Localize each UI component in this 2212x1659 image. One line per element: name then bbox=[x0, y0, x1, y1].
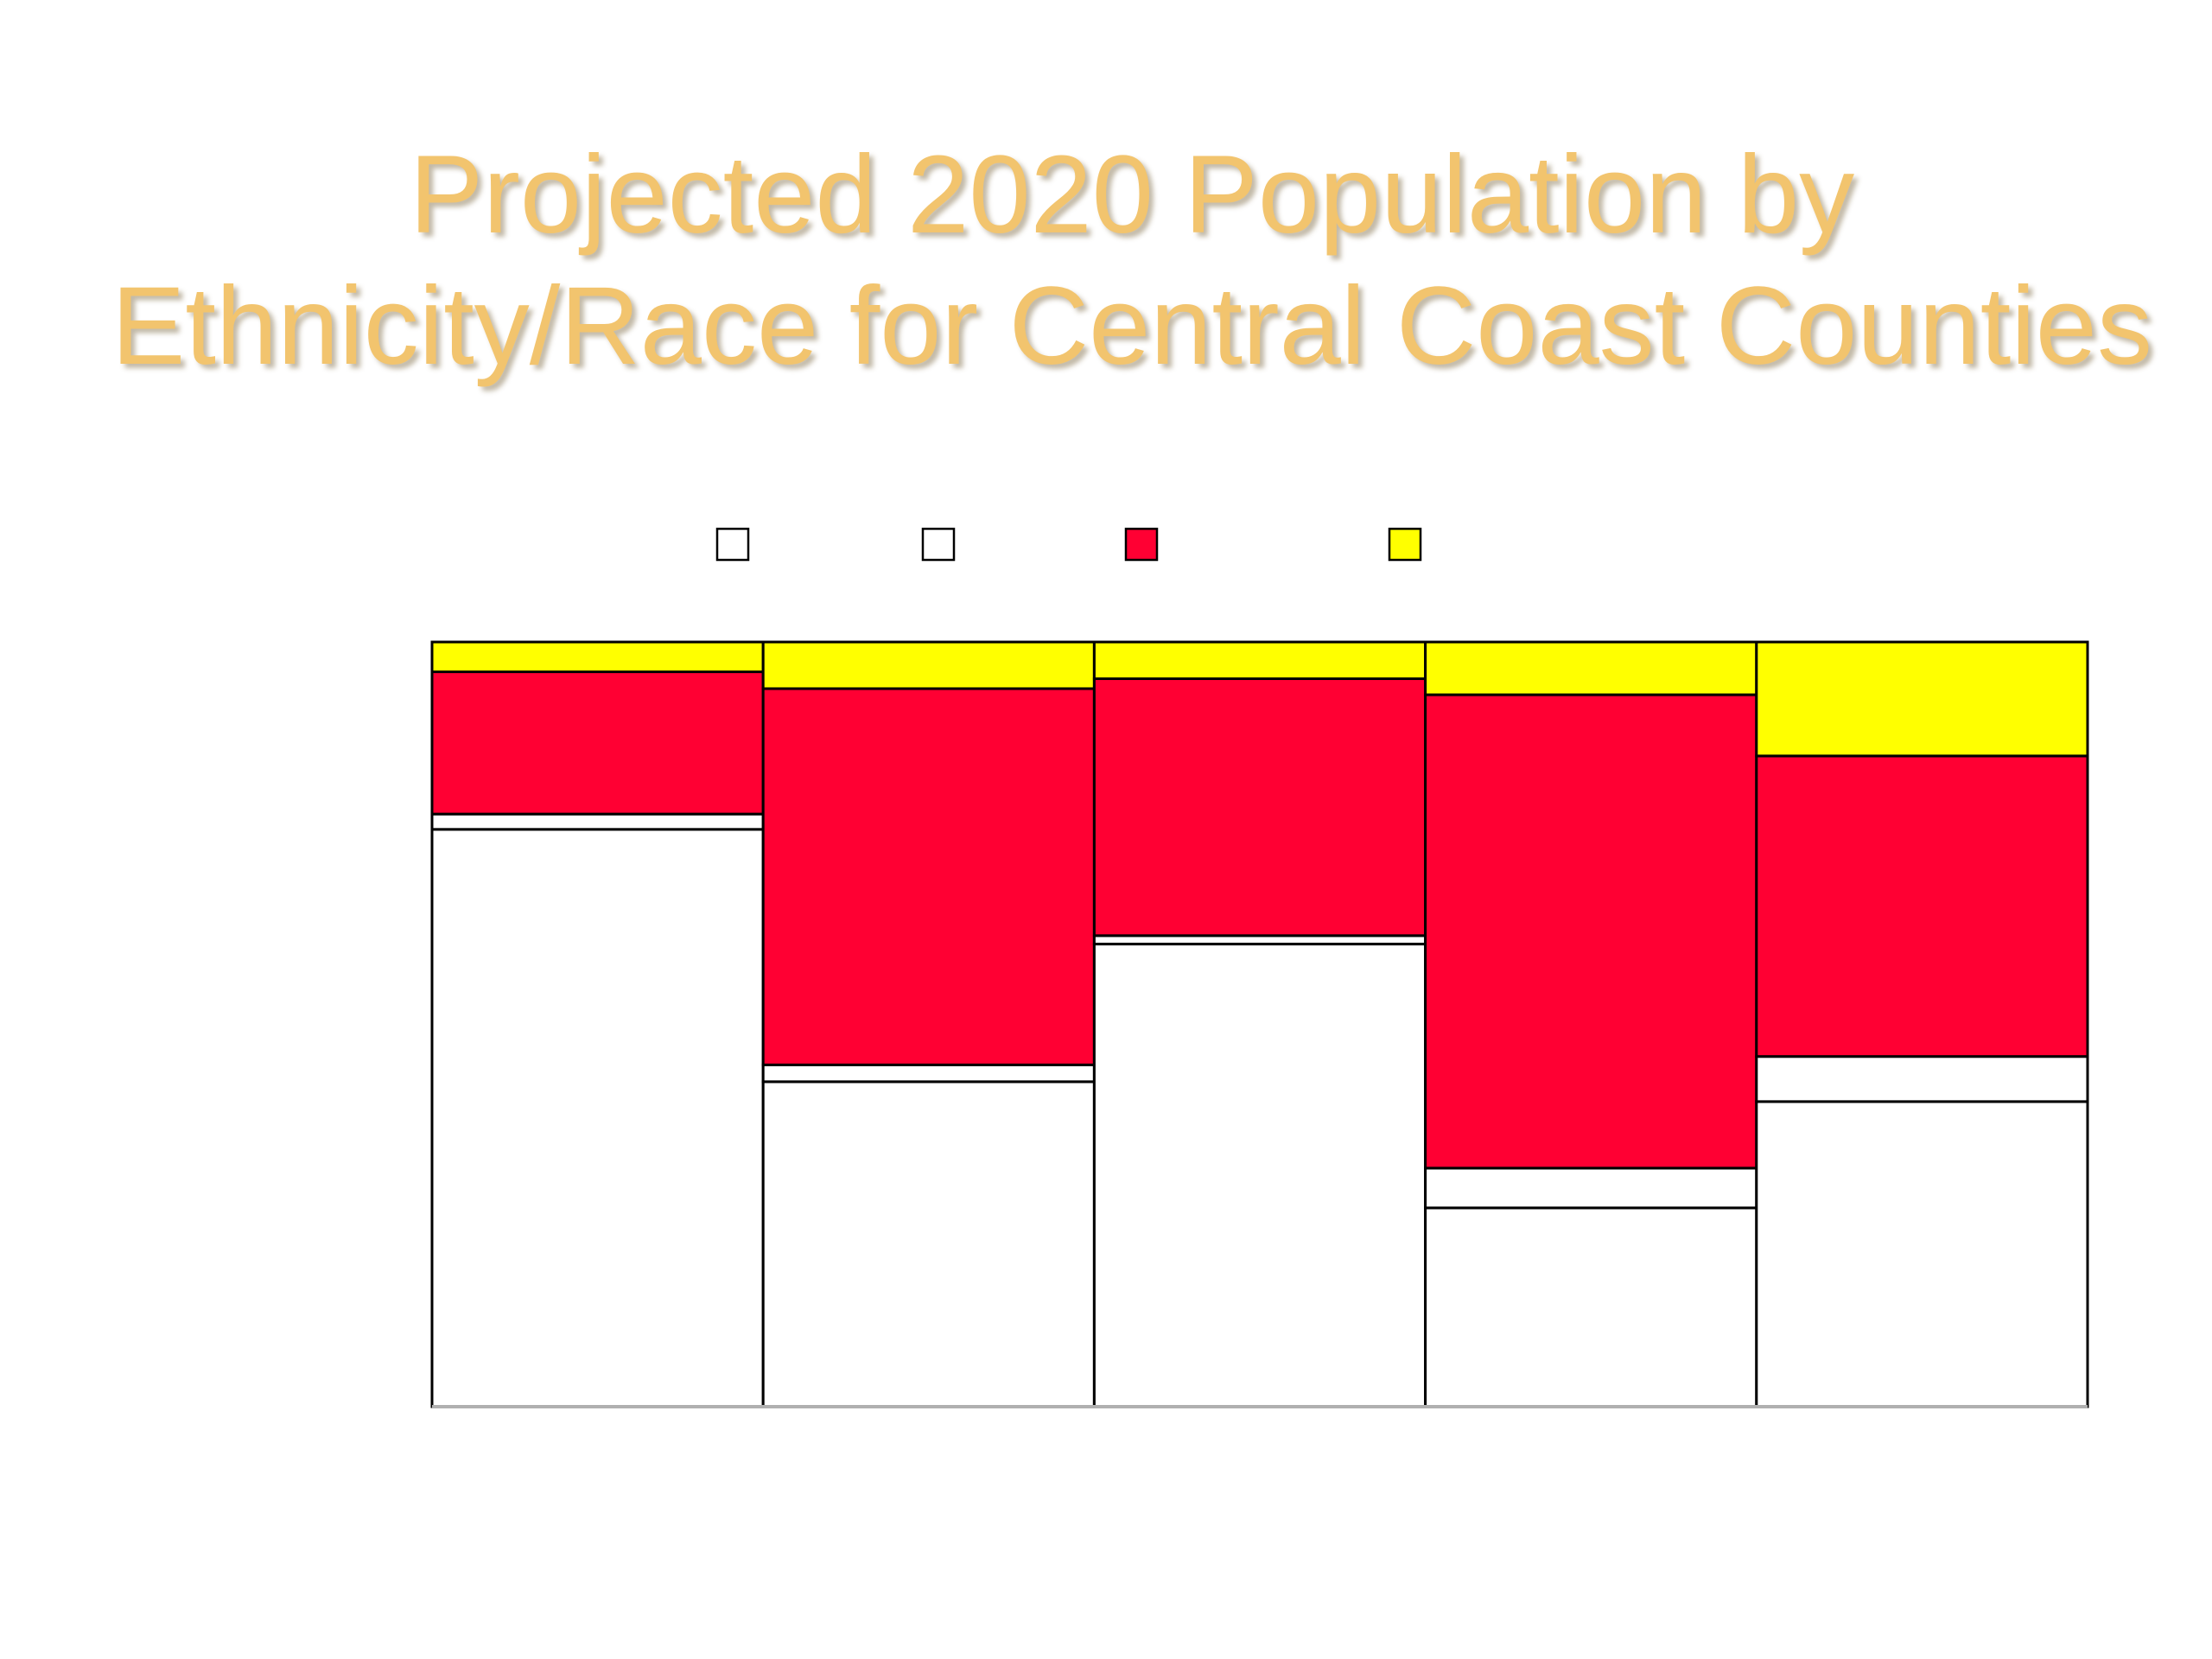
bar-segment bbox=[430, 828, 765, 1408]
legend-swatch bbox=[1124, 527, 1159, 562]
bar-segment bbox=[430, 671, 765, 816]
bar-segment bbox=[1424, 1206, 1758, 1408]
bar-segment bbox=[1424, 640, 1758, 696]
bar-segment bbox=[1092, 677, 1427, 938]
chart-title: Projected 2020 Population by Ethnicity/R… bbox=[111, 133, 2152, 388]
bar-segment bbox=[761, 687, 1096, 1066]
legend-swatch bbox=[1388, 527, 1422, 562]
legend-swatch bbox=[921, 527, 956, 562]
bar-segment bbox=[1755, 640, 2089, 758]
bar-segment bbox=[1092, 640, 1427, 680]
bar-segment bbox=[761, 640, 1096, 690]
bar-segment bbox=[1424, 693, 1758, 1170]
bar-segment bbox=[761, 1080, 1096, 1408]
bar-segment bbox=[1092, 943, 1427, 1408]
bar-segment bbox=[1424, 1166, 1758, 1210]
bar-segment bbox=[761, 1063, 1096, 1084]
bar-segment bbox=[1755, 1055, 2089, 1103]
bar-segment bbox=[430, 812, 765, 831]
bar-segment bbox=[1755, 1100, 2089, 1408]
legend-swatch bbox=[715, 527, 750, 562]
bar-segment bbox=[1755, 754, 2089, 1058]
bar-segment bbox=[430, 640, 765, 674]
